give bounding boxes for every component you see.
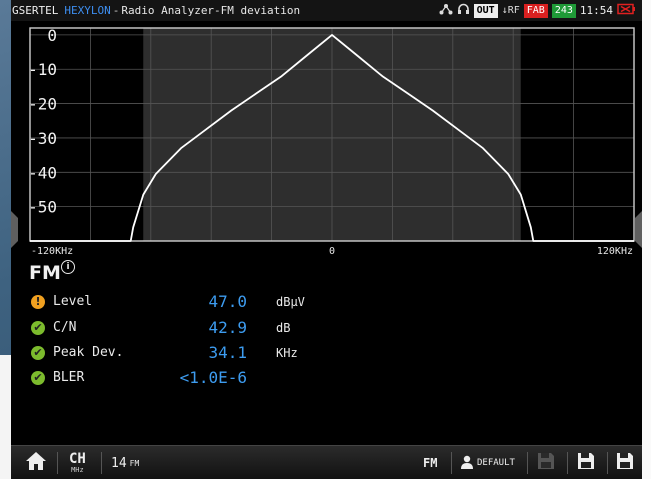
channel-button[interactable]: CH MHz [69,446,86,479]
toolbar-divider [527,452,528,474]
fab-badge: FAB [523,3,548,18]
battery-badge: 243 [551,3,576,18]
left-scroll-arrow[interactable] [11,211,18,248]
info-icon[interactable]: i [61,260,75,274]
x-label-center: 0 [329,246,335,257]
app-title: Radio Analyzer-FM deviation [121,4,301,17]
floppy-icon [616,452,634,474]
measurement-label: Level [53,294,93,309]
save-as-button[interactable] [616,446,634,479]
status-bar: GSERTEL HEXYLON - Radio Analyzer-FM devi… [11,0,642,21]
floppy-icon [577,452,595,474]
x-label-left: -120KHz [31,246,73,257]
product-name: HEXYLON [64,4,111,17]
measurement-value: 42.9 [208,318,247,337]
user-icon [461,454,473,473]
brand-name: GSERTEL [12,4,59,17]
device-screen: GSERTEL HEXYLON - Radio Analyzer-FM devi… [11,0,642,479]
toolbar-divider [607,452,608,474]
clock: 11:54 [579,4,613,17]
toolbar-divider [101,452,102,474]
channel-mode: FM [129,458,140,468]
measurement-unit: dB [276,321,291,335]
ch-label: CH [69,451,86,467]
output-badge: OUT [473,3,498,18]
warning-icon: ! [31,295,45,309]
channel-indicator[interactable]: 14 FM [111,446,139,479]
y-tick-label: -10 [28,60,57,79]
x-label-right: 120KHz [597,246,633,257]
measurement-label: C/N [53,320,77,335]
measurement-row: ✔ Peak Dev. 34.1 KHz [31,343,351,363]
battery-warning-icon [617,3,636,18]
chart-frame [29,27,635,242]
check-icon: ✔ [31,371,45,385]
mode-button[interactable]: FM [423,446,437,479]
chart-grid [30,28,634,241]
measurement-label: Peak Dev. [53,345,124,360]
check-icon: ✔ [31,346,45,360]
save-disabled-button[interactable] [537,446,555,479]
chart-y-ticks: 0 -10 -20 -30 -40 -50 [28,26,57,217]
ch-unit: MHz [71,466,84,474]
measurement-label: BLER [53,370,85,385]
profile-button[interactable]: DEFAULT [461,446,515,479]
home-button[interactable] [25,446,47,479]
toolbar-divider [567,452,568,474]
background-right-edge [642,0,651,479]
measurement-value: 47.0 [208,292,247,311]
home-icon [25,451,47,475]
y-tick-label: 0 [47,26,57,45]
mode-title: FM [29,262,61,284]
right-scroll-arrow[interactable] [635,211,642,248]
bottom-toolbar: CH MHz 14 FM FM DEFAULT [11,445,642,479]
measurement-unit: KHz [276,346,298,360]
profile-name: DEFAULT [477,458,515,468]
background-left-edge [0,355,11,479]
measurement-row: ✔ C/N 42.9 dB [31,318,351,338]
y-tick-label: -50 [28,198,57,217]
measurement-unit: dBµV [276,295,305,309]
measurement-value: 34.1 [208,343,247,362]
toolbar-divider [451,452,452,474]
check-icon: ✔ [31,321,45,335]
headphones-icon [457,3,470,18]
title-separator: - [112,4,120,17]
y-tick-label: -40 [28,163,57,182]
mode-button-label: FM [423,456,438,470]
y-tick-label: -20 [28,95,57,114]
fm-deviation-chart[interactable]: 0 -10 -20 -30 -40 -50 -120KHz 0 120KHz [11,21,642,261]
save-button[interactable] [577,446,595,479]
status-indicators: OUT ↓RF FAB 243 11:54 [439,3,636,18]
chart-svg: 0 -10 -20 -30 -40 -50 -120KHz 0 120KHz [11,21,642,261]
y-tick-label: -30 [28,129,57,148]
deviation-trace [30,34,634,242]
rf-indicator: ↓RF [501,5,520,16]
measurement-row: ! Level 47.0 dBµV [31,292,351,312]
floppy-disabled-icon [537,452,555,474]
measurement-row: ✔ BLER <1.0E-6 [31,368,351,388]
toolbar-divider [57,452,58,474]
measurement-value: <1.0E-6 [179,368,247,387]
network-icon [439,3,453,18]
channel-number: 14 [111,455,127,471]
